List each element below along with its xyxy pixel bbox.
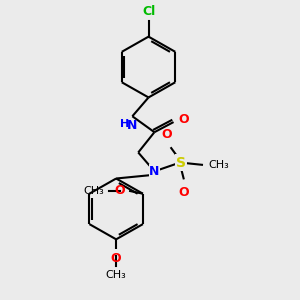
Text: S: S — [176, 156, 186, 170]
Text: CH₃: CH₃ — [208, 160, 229, 170]
Text: CH₃: CH₃ — [83, 186, 104, 196]
Text: O: O — [111, 252, 122, 265]
Text: N: N — [127, 118, 137, 132]
Text: Cl: Cl — [142, 5, 155, 18]
Text: O: O — [161, 128, 172, 141]
Text: O: O — [179, 113, 190, 126]
Text: N: N — [149, 165, 160, 178]
Text: O: O — [115, 184, 125, 197]
Text: H: H — [120, 118, 129, 129]
Text: O: O — [178, 186, 189, 199]
Text: CH₃: CH₃ — [106, 270, 127, 280]
